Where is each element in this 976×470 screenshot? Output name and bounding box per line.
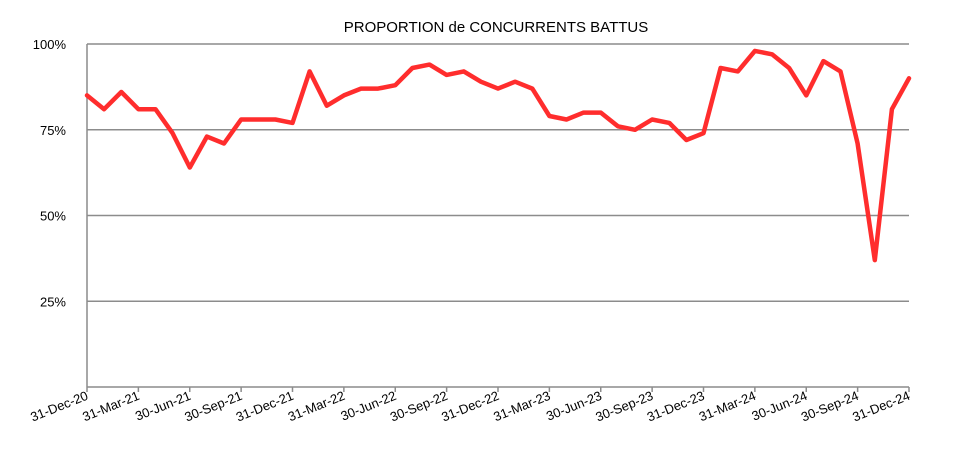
x-tick-label: 31-Dec-21 — [234, 388, 296, 425]
y-tick-label: 25% — [40, 294, 66, 309]
y-tick-label: 100% — [33, 37, 67, 52]
x-tick-label: 30-Jun-23 — [544, 388, 604, 424]
series-group — [84, 48, 912, 263]
x-tick-label: 31-Mar-22 — [286, 388, 347, 424]
grid-lines — [87, 43, 909, 302]
x-tick-label: 30-Sep-22 — [388, 388, 450, 425]
x-tick-label: 31-Mar-21 — [80, 388, 141, 424]
y-tick-label: 75% — [40, 123, 66, 138]
x-tick-label: 30-Sep-23 — [593, 388, 655, 425]
x-tick-label: 30-Jun-22 — [338, 388, 398, 424]
x-tick-label: 30-Jun-21 — [133, 388, 193, 424]
x-tick-label: 31-Mar-24 — [697, 388, 758, 424]
y-axis: 25% 50% 75% 100% — [33, 37, 88, 387]
x-tick-label: 30-Sep-24 — [799, 388, 861, 425]
y-tick-label: 50% — [40, 209, 66, 224]
x-tick-label: 30-Jun-24 — [749, 388, 809, 424]
x-tick-label: 30-Sep-21 — [182, 388, 244, 425]
chart-title: PROPORTION de CONCURRENTS BATTUS — [344, 19, 648, 36]
x-tick-label: 31-Mar-23 — [491, 388, 552, 424]
series-line — [84, 48, 912, 263]
x-tick-label: 31-Dec-20 — [28, 388, 90, 425]
x-axis: 31-Dec-2031-Mar-2130-Jun-2130-Sep-2131-D… — [28, 386, 912, 425]
x-tick-label: 31-Dec-24 — [850, 388, 912, 425]
x-tick-label: 31-Dec-23 — [645, 388, 707, 425]
x-tick-label: 31-Dec-22 — [439, 388, 501, 425]
